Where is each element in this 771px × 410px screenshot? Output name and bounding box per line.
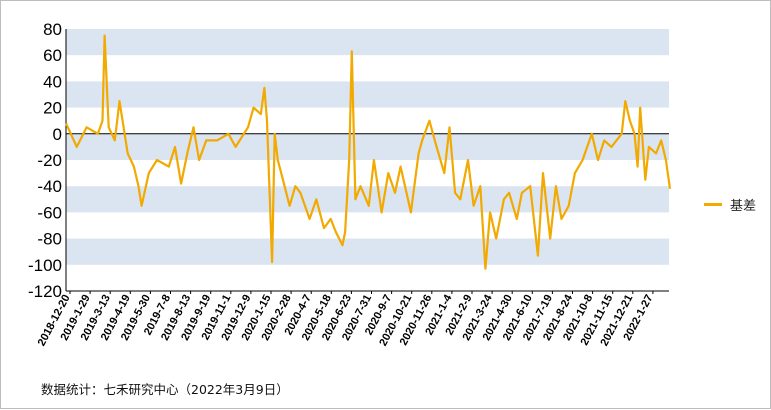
y-tick-label: -80 (37, 230, 62, 249)
y-tick-label: -20 (37, 151, 62, 170)
legend-label: 基差 (730, 198, 757, 214)
y-tick-label: 40 (43, 72, 62, 91)
legend-swatch (704, 202, 722, 206)
legend: 基差 (704, 196, 757, 214)
series-layer (64, 34, 672, 270)
grid-band (66, 29, 669, 56)
series-line-basis (64, 34, 672, 270)
grid-band (66, 81, 669, 108)
y-tick-label: 80 (43, 20, 62, 39)
y-tick-label: -100 (28, 256, 62, 275)
y-tick-label: 0 (53, 125, 62, 144)
y-tick-label: -60 (37, 203, 62, 222)
y-axis: 80 60 40 20 0 -20 -40 -60 -80 -100 -120 (28, 20, 67, 301)
y-tick-label: -120 (28, 282, 62, 301)
y-tick-label: -40 (37, 177, 62, 196)
source-note: 数据统计：七禾研究中心（2022年3月9日） (41, 382, 289, 397)
y-tick-label: 60 (43, 46, 62, 65)
grid-band (66, 238, 669, 265)
grid-bands (66, 29, 669, 265)
grid-band (66, 186, 669, 213)
x-axis: 2018-12-202019-1-292019-3-132019-4-19201… (36, 290, 669, 348)
grid-band (66, 133, 669, 160)
y-tick-label: 20 (43, 99, 62, 118)
